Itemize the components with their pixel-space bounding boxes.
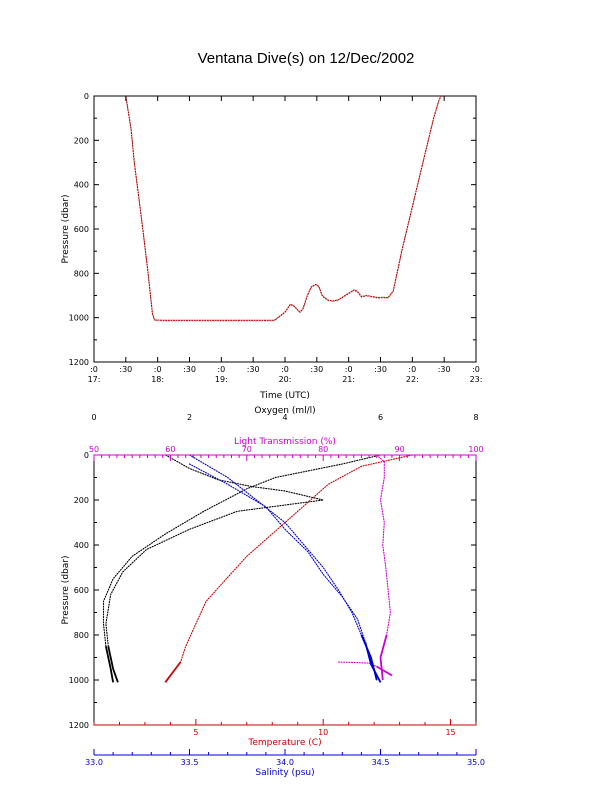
plot-frame xyxy=(93,454,477,726)
profile-trace-bottom-0 xyxy=(105,646,114,683)
profile-trace-4 xyxy=(164,454,413,683)
oxygen-tick-label: 4 xyxy=(282,413,287,422)
y-tick-label: 200 xyxy=(74,136,89,145)
profile-trace-bottom-6 xyxy=(364,641,382,683)
x-tick-label: :30 xyxy=(310,365,323,374)
profile-trace-bottom-4 xyxy=(164,661,182,683)
x-tick-label: :0 xyxy=(472,365,480,374)
x-tick-label: :0 xyxy=(281,365,289,374)
x-tick-label: :30 xyxy=(183,365,196,374)
y-axis-label: Pressure (dbar) xyxy=(61,195,71,264)
temperature-axis-label: Temperature (C) xyxy=(247,738,321,748)
y-tick-label: 1000 xyxy=(69,676,89,685)
y-tick-label: 600 xyxy=(74,225,89,234)
light-transmission-tick-label: 60 xyxy=(165,445,175,454)
salinity-tick-label: 33.0 xyxy=(85,758,103,767)
x-tick-label: 19: xyxy=(215,375,228,384)
y-tick-label: 600 xyxy=(74,586,89,595)
light-transmission-tick-label: 90 xyxy=(395,445,405,454)
pressure-time-chart: 020040060080010001200:017::30:018::30:01… xyxy=(61,92,482,401)
pressure-trace-line xyxy=(125,95,442,321)
y-tick-label: 800 xyxy=(74,269,89,278)
oxygen-tick-label: 6 xyxy=(378,413,383,422)
oxygen-tick-label: 8 xyxy=(473,413,478,422)
profile-trace-bottom-2 xyxy=(379,634,388,681)
plot-frame xyxy=(93,95,477,363)
temperature-tick-label: 15 xyxy=(445,728,455,737)
x-tick-label: :30 xyxy=(119,365,132,374)
profile-trace-5 xyxy=(188,454,378,681)
temperature-tick-label: 5 xyxy=(193,728,198,737)
y-tick-label: 800 xyxy=(74,631,89,640)
y-tick-label: 0 xyxy=(84,92,89,101)
y-tick-label: 0 xyxy=(84,451,89,460)
x-tick-label: 18: xyxy=(151,375,164,384)
y-tick-label: 1000 xyxy=(69,314,89,323)
salinity-tick-label: 33.5 xyxy=(181,758,199,767)
light-transmission-axis-label: Light Transmission (%) xyxy=(234,437,336,447)
page-title: Ventana Dive(s) on 12/Dec/2002 xyxy=(197,50,415,67)
oxygen-tick-label: 2 xyxy=(187,413,192,422)
salinity-axis-label: Salinity (psu) xyxy=(255,768,314,778)
x-tick-label: :30 xyxy=(247,365,260,374)
profile-trace-bottom-1 xyxy=(107,646,119,683)
y-tick-label: 400 xyxy=(74,181,89,190)
profile-trace-6 xyxy=(188,463,382,683)
x-tick-label: :0 xyxy=(345,365,353,374)
y-tick-label: 1200 xyxy=(69,721,89,730)
light-transmission-tick-label: 80 xyxy=(318,445,328,454)
x-tick-label: :0 xyxy=(217,365,225,374)
x-tick-label: :0 xyxy=(154,365,162,374)
pressure-trace-shadow xyxy=(125,96,442,322)
oxygen-tick-label: 0 xyxy=(91,413,96,422)
x-tick-label: 17: xyxy=(88,375,101,384)
y-tick-label: 400 xyxy=(74,541,89,550)
x-axis-label: Time (UTC) xyxy=(259,391,310,401)
light-transmission-tick-label: 100 xyxy=(468,445,483,454)
y-tick-label: 1200 xyxy=(69,358,89,367)
x-tick-label: 23: xyxy=(470,375,483,384)
y-axis-label: Pressure (dbar) xyxy=(61,556,71,625)
x-tick-label: :30 xyxy=(374,365,387,374)
x-tick-label: 20: xyxy=(279,375,292,384)
profile-chart: 0 200 400 600 800 1000 1200 0 2 4 6 8 50 60 70 80 90 100 5… xyxy=(61,406,485,778)
x-tick-label: 21: xyxy=(342,375,355,384)
profile-trace-3 xyxy=(337,661,393,677)
light-transmission-tick-label: 50 xyxy=(89,445,99,454)
salinity-tick-label: 34.5 xyxy=(372,758,390,767)
salinity-tick-label: 35.0 xyxy=(467,758,485,767)
temperature-tick-label: 10 xyxy=(318,728,328,737)
y-tick-label: 200 xyxy=(74,496,89,505)
light-transmission-tick-label: 70 xyxy=(242,445,252,454)
x-tick-label: :30 xyxy=(438,365,451,374)
profile-trace-1 xyxy=(105,454,324,683)
x-tick-label: :0 xyxy=(90,365,98,374)
salinity-tick-label: 34.0 xyxy=(276,758,294,767)
x-tick-label: 22: xyxy=(406,375,419,384)
x-tick-label: :0 xyxy=(408,365,416,374)
profile-trace-bottom-3 xyxy=(376,665,393,677)
oxygen-axis-label: Oxygen (ml/l) xyxy=(254,406,315,416)
